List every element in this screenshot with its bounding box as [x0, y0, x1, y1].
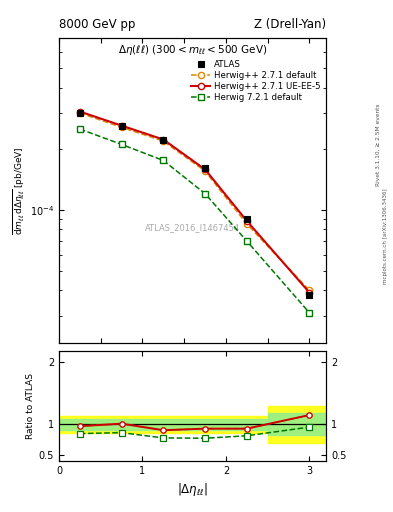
Legend: ATLAS, Herwig++ 2.7.1 default, Herwig++ 2.7.1 UE-EE-5, Herwig 7.2.1 default: ATLAS, Herwig++ 2.7.1 default, Herwig++ … [189, 58, 322, 104]
Text: 8000 GeV pp: 8000 GeV pp [59, 18, 135, 31]
Text: ATLAS_2016_I1467454: ATLAS_2016_I1467454 [145, 223, 240, 232]
Line: Herwig 7.2.1 default: Herwig 7.2.1 default [77, 126, 312, 316]
Text: mcplots.cern.ch [arXiv:1306.3436]: mcplots.cern.ch [arXiv:1306.3436] [383, 188, 388, 284]
Herwig++ 2.7.1 default [307, 287, 312, 293]
Line: Herwig++ 2.7.1 default: Herwig++ 2.7.1 default [77, 110, 312, 293]
Herwig++ 2.7.1 UE-EE-5 [161, 136, 166, 142]
Y-axis label: Ratio to ATLAS: Ratio to ATLAS [26, 373, 35, 439]
Herwig 7.2.1 default [307, 310, 312, 316]
ATLAS [161, 137, 166, 143]
Text: $\Delta\eta(\ell\ell)\ (300 < m_{\ell\ell} < 500\ \mathrm{GeV})$: $\Delta\eta(\ell\ell)\ (300 < m_{\ell\el… [118, 43, 267, 57]
Herwig++ 2.7.1 default [161, 138, 166, 144]
Herwig++ 2.7.1 UE-EE-5 [119, 122, 124, 129]
Herwig 7.2.1 default [77, 126, 82, 132]
ATLAS [119, 122, 124, 129]
Herwig++ 2.7.1 default [77, 110, 82, 116]
Herwig 7.2.1 default [203, 190, 208, 197]
Text: Z (Drell-Yan): Z (Drell-Yan) [254, 18, 326, 31]
Herwig++ 2.7.1 default [244, 221, 249, 227]
Herwig++ 2.7.1 UE-EE-5 [203, 166, 208, 173]
Herwig 7.2.1 default [119, 141, 124, 147]
Line: ATLAS: ATLAS [77, 110, 312, 298]
ATLAS [307, 292, 312, 298]
Herwig++ 2.7.1 UE-EE-5 [77, 109, 82, 115]
ATLAS [244, 216, 249, 222]
Herwig 7.2.1 default [161, 157, 166, 163]
Text: Rivet 3.1.10, ≥ 2.5M events: Rivet 3.1.10, ≥ 2.5M events [375, 104, 380, 186]
Herwig++ 2.7.1 default [119, 124, 124, 131]
Herwig++ 2.7.1 default [203, 168, 208, 174]
ATLAS [77, 110, 82, 116]
Herwig++ 2.7.1 UE-EE-5 [307, 290, 312, 296]
Herwig++ 2.7.1 UE-EE-5 [244, 218, 249, 224]
Y-axis label: $\mathrm{d}^2\sigma$
$\overline{\mathrm{d}m_{\ell\ell}\,\mathrm{d}\Delta\eta_{\e: $\mathrm{d}^2\sigma$ $\overline{\mathrm{… [0, 146, 27, 235]
ATLAS [203, 165, 208, 172]
Line: Herwig++ 2.7.1 UE-EE-5: Herwig++ 2.7.1 UE-EE-5 [77, 109, 312, 296]
Herwig 7.2.1 default [244, 238, 249, 244]
X-axis label: $|\Delta\eta_{\ell\ell}|$: $|\Delta\eta_{\ell\ell}|$ [177, 481, 208, 498]
